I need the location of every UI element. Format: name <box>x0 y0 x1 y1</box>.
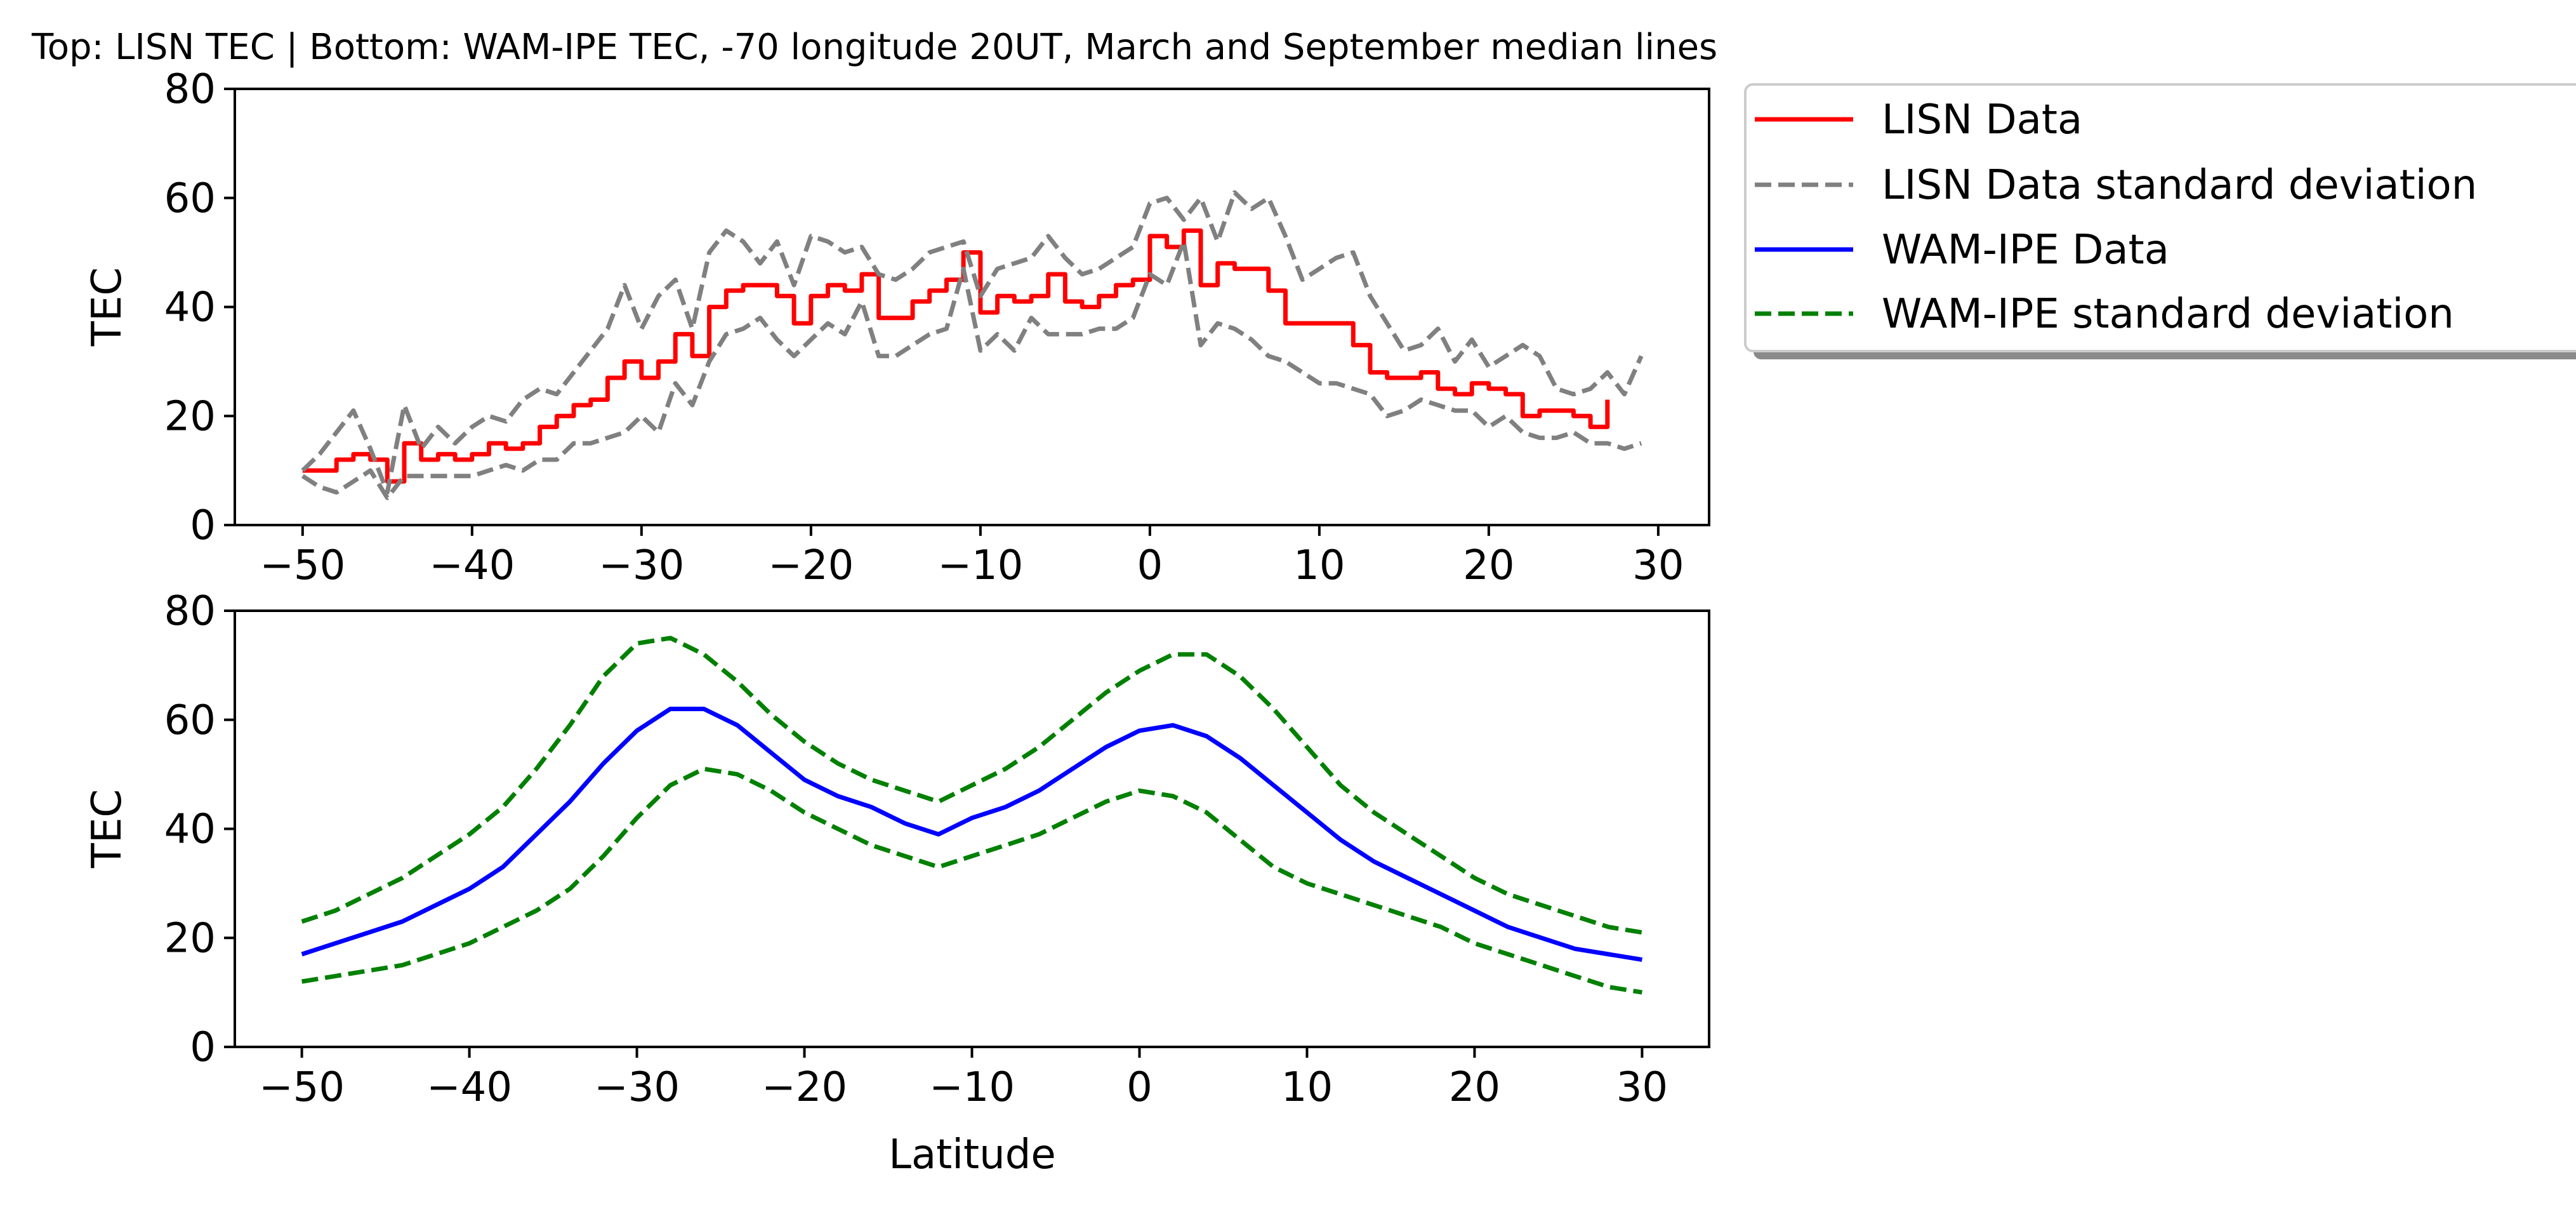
legend-box <box>1744 83 2576 352</box>
top-x-tick-label: −50 <box>260 542 345 589</box>
top-y-tick-label: 40 <box>164 284 216 331</box>
top-y-tick-label: 60 <box>164 175 216 222</box>
bottom-x-axis-label: Latitude <box>888 1131 1055 1178</box>
top-x-tick-label: −40 <box>429 542 515 589</box>
bottom-y-tick-label: 0 <box>190 1024 216 1071</box>
top-axes-series <box>301 190 1644 500</box>
bottom-y-tick-label: 60 <box>164 697 216 744</box>
top-x-tick-label: −10 <box>937 542 1023 589</box>
top-series-2 <box>301 239 1642 500</box>
top-y-axis-label: TEC <box>84 267 131 347</box>
top-axes-ticks: −50 −40 −30 −20 −10 0 10 20 30 0 20 40 60 80 <box>164 66 1684 589</box>
top-y-tick-label: 20 <box>164 393 216 440</box>
top-x-tick-label: 10 <box>1293 542 1345 589</box>
bottom-x-tick-label: 30 <box>1616 1064 1668 1111</box>
bottom-series-0 <box>301 707 1642 962</box>
bottom-x-tick-label: −40 <box>426 1064 512 1111</box>
bottom-series-2 <box>301 766 1642 995</box>
bottom-x-tick-label: 10 <box>1281 1064 1333 1111</box>
top-axes: TEC −50 −40 −30 −20 −10 0 10 20 30 0 20 40 60 80 <box>84 66 1710 589</box>
top-series-1 <box>301 190 1644 495</box>
top-x-tick-label: 30 <box>1632 542 1684 589</box>
bottom-x-tick-label: −50 <box>259 1064 345 1111</box>
top-x-tick-label: 0 <box>1137 542 1163 589</box>
bottom-y-tick-label: 40 <box>164 806 216 853</box>
bottom-x-tick-label: −10 <box>929 1064 1015 1111</box>
bottom-series-1 <box>301 636 1642 935</box>
top-series-0 <box>302 228 1610 484</box>
bottom-y-tick-label: 20 <box>164 915 216 962</box>
bottom-axes-ticks: −50 −40 −30 −20 −10 0 10 20 30 0 20 40 60 80 <box>164 588 1668 1111</box>
legend-label-lisn-std: LISN Data standard deviation <box>1882 162 2477 209</box>
top-y-tick-label: 80 <box>164 66 216 113</box>
top-y-tick-label: 0 <box>190 502 216 549</box>
bottom-axes-series <box>301 636 1642 995</box>
top-x-tick-label: −20 <box>768 542 854 589</box>
top-x-tick-label: 20 <box>1463 542 1514 589</box>
legend-label-wamipe-data: WAM-IPE Data <box>1882 227 2169 274</box>
bottom-x-tick-label: 0 <box>1126 1064 1153 1111</box>
legend-label-lisn-data: LISN Data <box>1882 97 2082 143</box>
bottom-y-tick-label: 80 <box>164 588 216 635</box>
bottom-axes: TEC Latitude −50 −40 −30 −20 −10 0 10 20 30 0 20 40… <box>84 588 1710 1178</box>
legend-label-wamipe-std: WAM-IPE standard deviation <box>1882 291 2454 338</box>
figure-title: Top: LISN TEC | Bottom: WAM-IPE TEC, -70… <box>31 27 1717 68</box>
bottom-y-axis-label: TEC <box>84 789 131 869</box>
bottom-x-tick-label: 20 <box>1449 1064 1500 1111</box>
top-x-tick-label: −30 <box>598 542 684 589</box>
bottom-x-tick-label: −20 <box>762 1064 847 1111</box>
legend: LISN Data LISN Data standard deviation W… <box>1744 83 2576 359</box>
bottom-x-tick-label: −30 <box>594 1064 680 1111</box>
